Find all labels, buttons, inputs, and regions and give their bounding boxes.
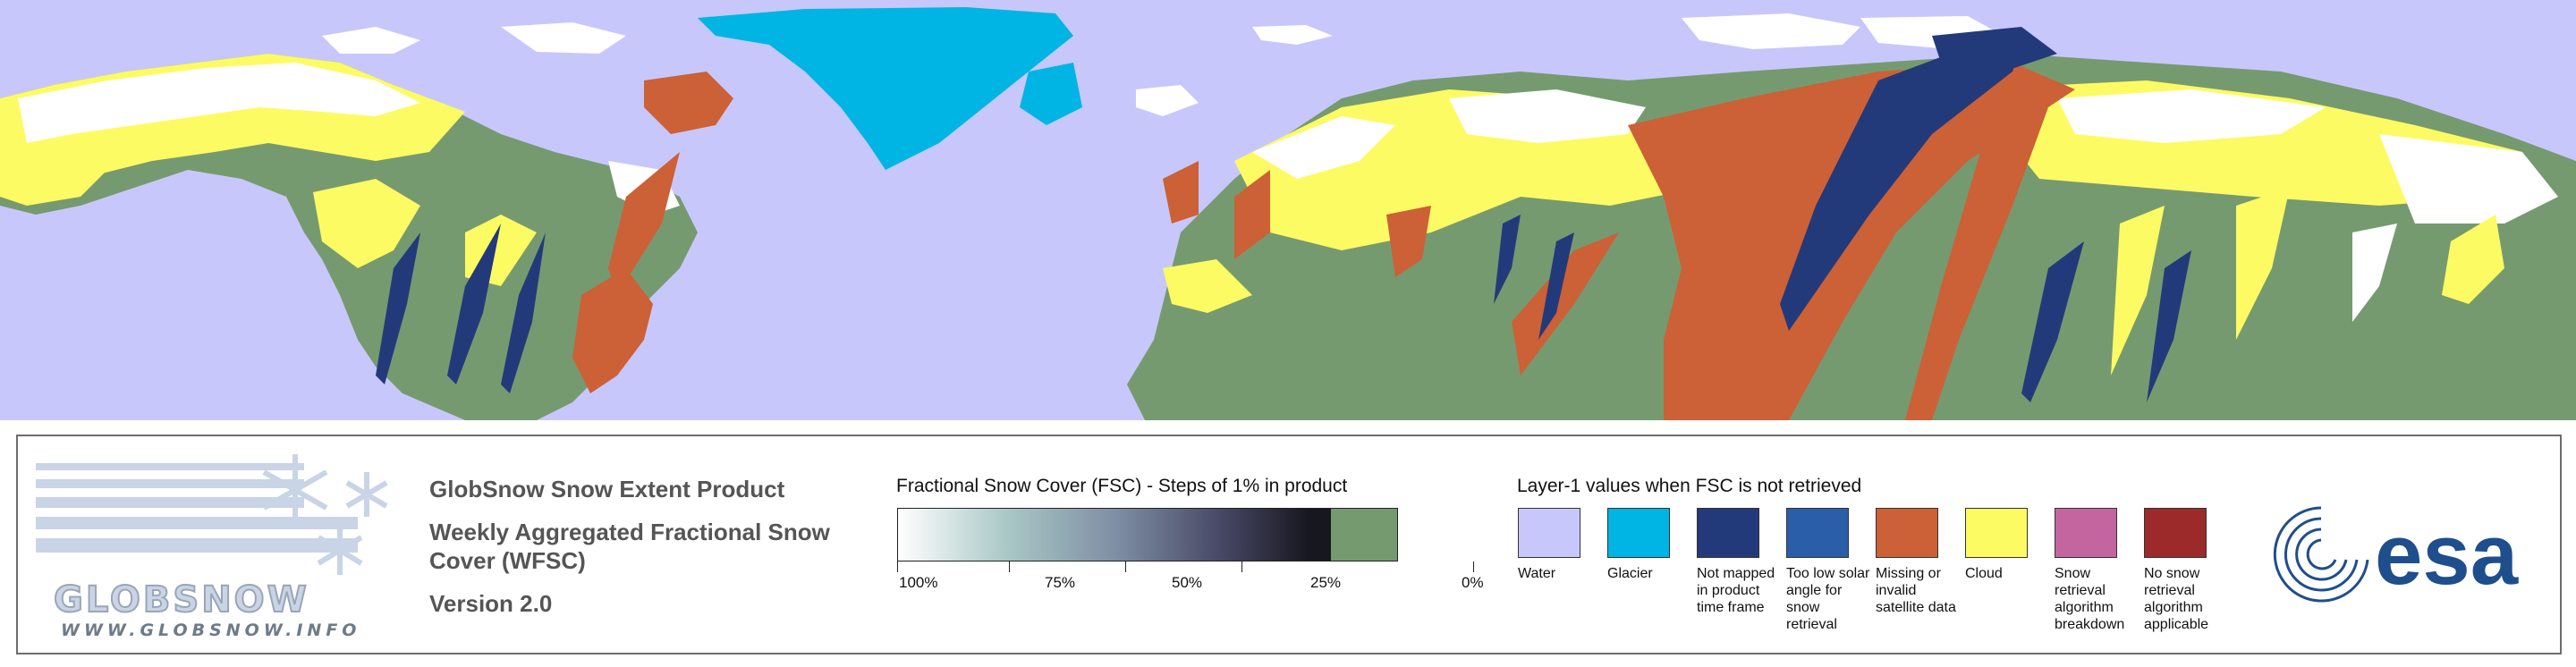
legend-swatch-label: Too low solar angle for snow retrieval: [1786, 566, 1870, 632]
layer1-legend-title: Layer-1 values when FSC is not retrieved: [1517, 476, 1862, 496]
snow-cover-map: [0, 0, 2576, 420]
greenland: [698, 7, 1082, 170]
product-title: GlobSnow Snow Extent Product: [429, 476, 785, 502]
fsc-tick: [897, 561, 898, 572]
legend-swatch-label: Glacier: [1607, 566, 1653, 581]
globsnow-logo: GLOBSNOW WWW.GLOBSNOW.INFO: [36, 445, 411, 642]
product-version: Version 2.0: [429, 590, 553, 617]
map-graphic: [0, 7, 2576, 420]
fsc-tick-label: 50%: [1172, 574, 1203, 591]
fsc-tick-label: 75%: [1045, 574, 1076, 591]
legend-swatch-label: Cloud: [1965, 566, 2003, 581]
product-subtitle-line1: Weekly Aggregated Fractional Snow: [429, 519, 830, 545]
legend-swatch-label: Not mapped in product time frame: [1697, 566, 1775, 615]
legend-swatch: [1876, 508, 1938, 558]
legend-swatch: [1697, 508, 1759, 558]
product-subtitle-line2: Cover (WFSC): [429, 547, 586, 574]
legend-swatch: [2144, 508, 2207, 558]
legend-panel: GLOBSNOW WWW.GLOBSNOW.INFO GlobSnow Snow…: [16, 435, 2562, 654]
fsc-tick: [1473, 561, 1474, 572]
fsc-gradient: [898, 509, 1332, 561]
eurasia: [1127, 13, 2576, 420]
fsc-tick: [1241, 561, 1242, 572]
legend-swatch-label: Missing or invalid satellite data: [1876, 566, 1956, 615]
legend-swatch: [2055, 508, 2117, 558]
fsc-tick-label: 100%: [899, 574, 938, 591]
esa-logo-icon: esa: [2273, 506, 2519, 603]
globsnow-url: WWW.GLOBSNOW.INFO: [61, 621, 361, 640]
fsc-tick: [1009, 561, 1010, 572]
snowflake-stripes-icon: [36, 454, 388, 575]
legend-swatch: [1518, 508, 1580, 558]
fsc-legend-title: Fractional Snow Cover (FSC) - Steps of 1…: [896, 476, 1348, 496]
legend-swatch: [1607, 508, 1670, 558]
fsc-tick-label: 25%: [1310, 574, 1342, 591]
legend-swatch-label: Water: [1518, 566, 1556, 581]
esa-wordmark: esa: [2375, 507, 2519, 603]
legend-swatch: [1965, 508, 2028, 558]
fsc-tick: [1125, 561, 1126, 572]
north-america: [0, 54, 733, 420]
legend-swatch-label: No snow retrieval algorithm applicable: [2144, 566, 2209, 632]
fsc-zero-swatch: [1331, 509, 1397, 561]
legend-swatch-label: Snow retrieval algorithm breakdown: [2055, 566, 2125, 632]
fsc-color-scale: [897, 508, 1398, 561]
fsc-tick-label: 0%: [1462, 574, 1484, 591]
legend-swatch: [1786, 508, 1849, 558]
globsnow-wordmark: GLOBSNOW: [53, 578, 309, 621]
